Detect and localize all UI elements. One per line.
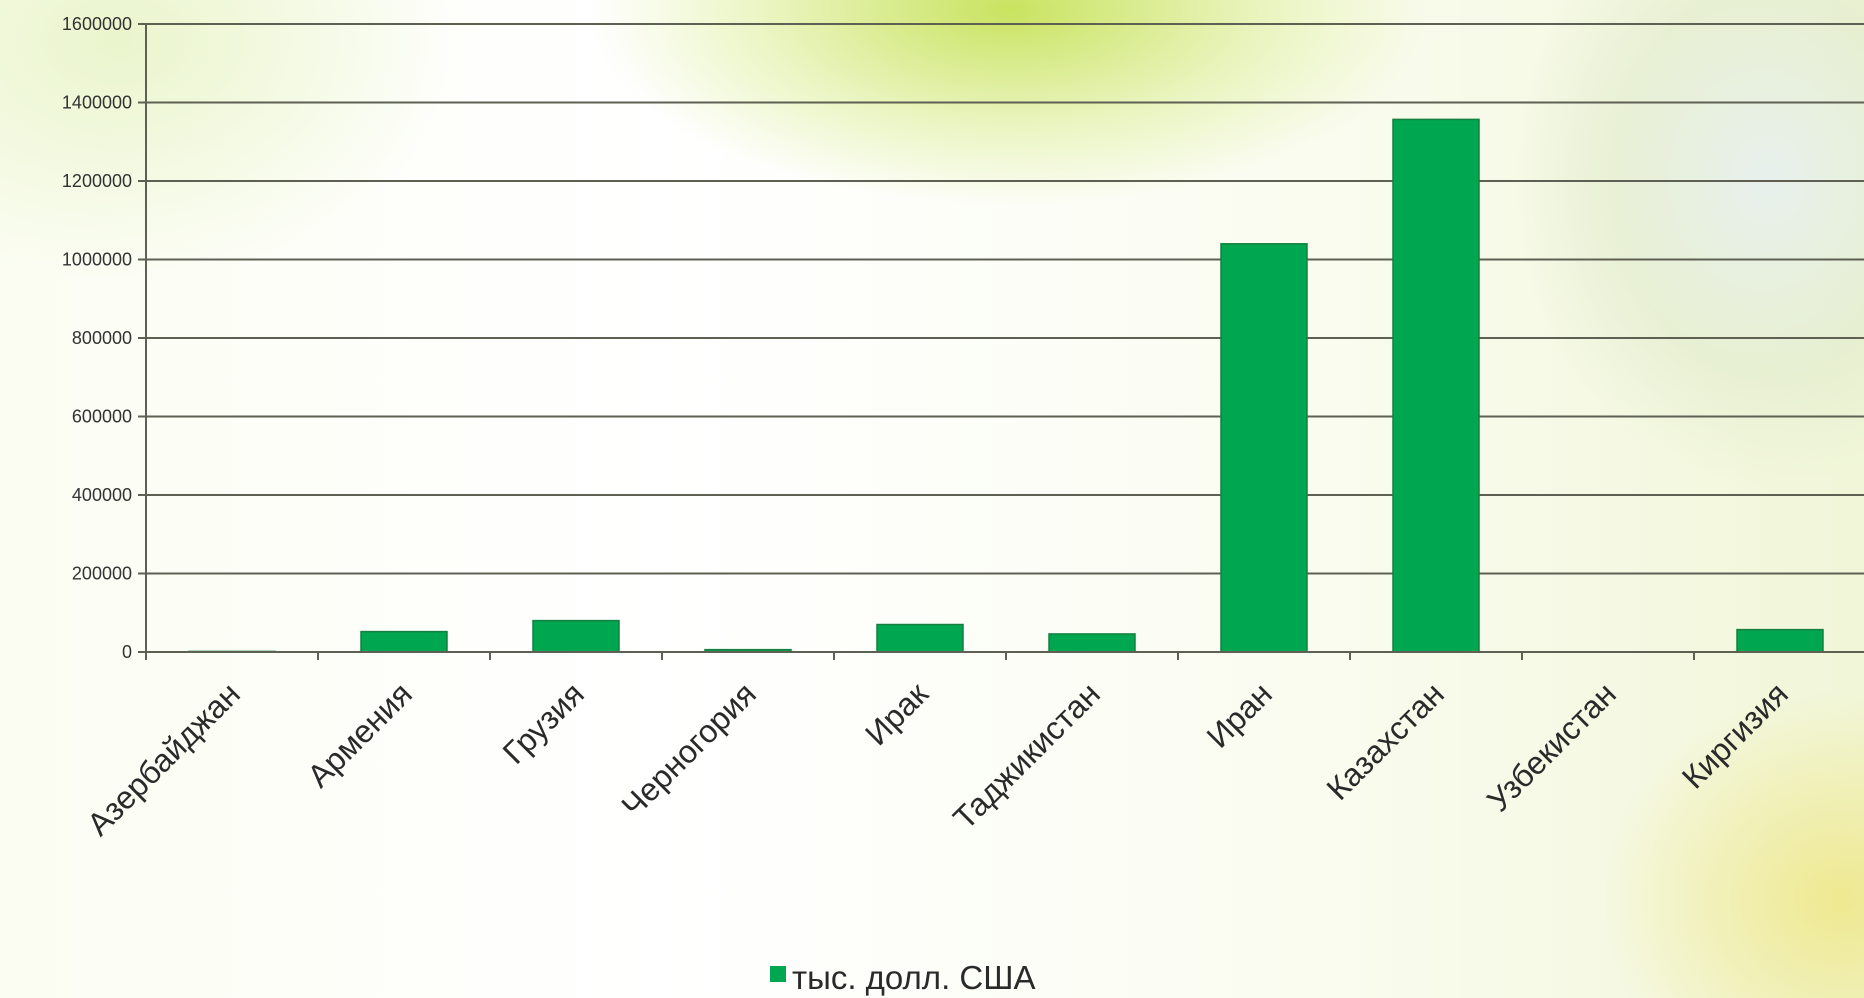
y-tick-label: 1200000 [62, 171, 132, 191]
bars [188, 118, 1824, 653]
gridlines [138, 23, 1864, 653]
bar [1220, 243, 1308, 653]
x-tick-marks [145, 652, 1695, 660]
category-label: Ирак [858, 675, 935, 752]
y-tick-label: 400000 [72, 485, 132, 505]
category-label: Узбекистан [1480, 675, 1623, 818]
category-label: Азербайджан [80, 675, 247, 842]
category-labels: Азербайджан Армения Грузия Черногория Ирак Та… [80, 675, 1795, 843]
legend-label: тыс. долл. США [792, 959, 1036, 996]
legend-swatch [770, 966, 786, 982]
category-label: Черногория [614, 675, 763, 824]
legend: тыс. долл. США [770, 959, 1036, 996]
y-tick-label: 0 [122, 642, 132, 662]
category-label: Грузия [496, 675, 591, 770]
bar [876, 623, 964, 653]
y-tick-label: 1600000 [62, 14, 132, 34]
bar [532, 619, 620, 653]
bar [1736, 628, 1824, 653]
bar [1392, 118, 1480, 653]
category-label: Армения [300, 675, 419, 794]
category-label: Таджикистан [946, 675, 1107, 836]
y-tick-label: 200000 [72, 564, 132, 584]
bar [360, 630, 448, 653]
category-label: Иран [1200, 675, 1279, 754]
category-label: Казахстан [1319, 675, 1450, 806]
y-tick-label: 1400000 [62, 93, 132, 113]
y-tick-label: 1000000 [62, 250, 132, 270]
axes [138, 24, 1864, 653]
bar [1048, 633, 1136, 653]
y-tick-label: 800000 [72, 328, 132, 348]
category-label: Киргизия [1675, 675, 1795, 795]
y-tick-labels: 0 200000 400000 600000 800000 1000000 1200000 1… [62, 14, 132, 662]
y-tick-label: 600000 [72, 407, 132, 427]
